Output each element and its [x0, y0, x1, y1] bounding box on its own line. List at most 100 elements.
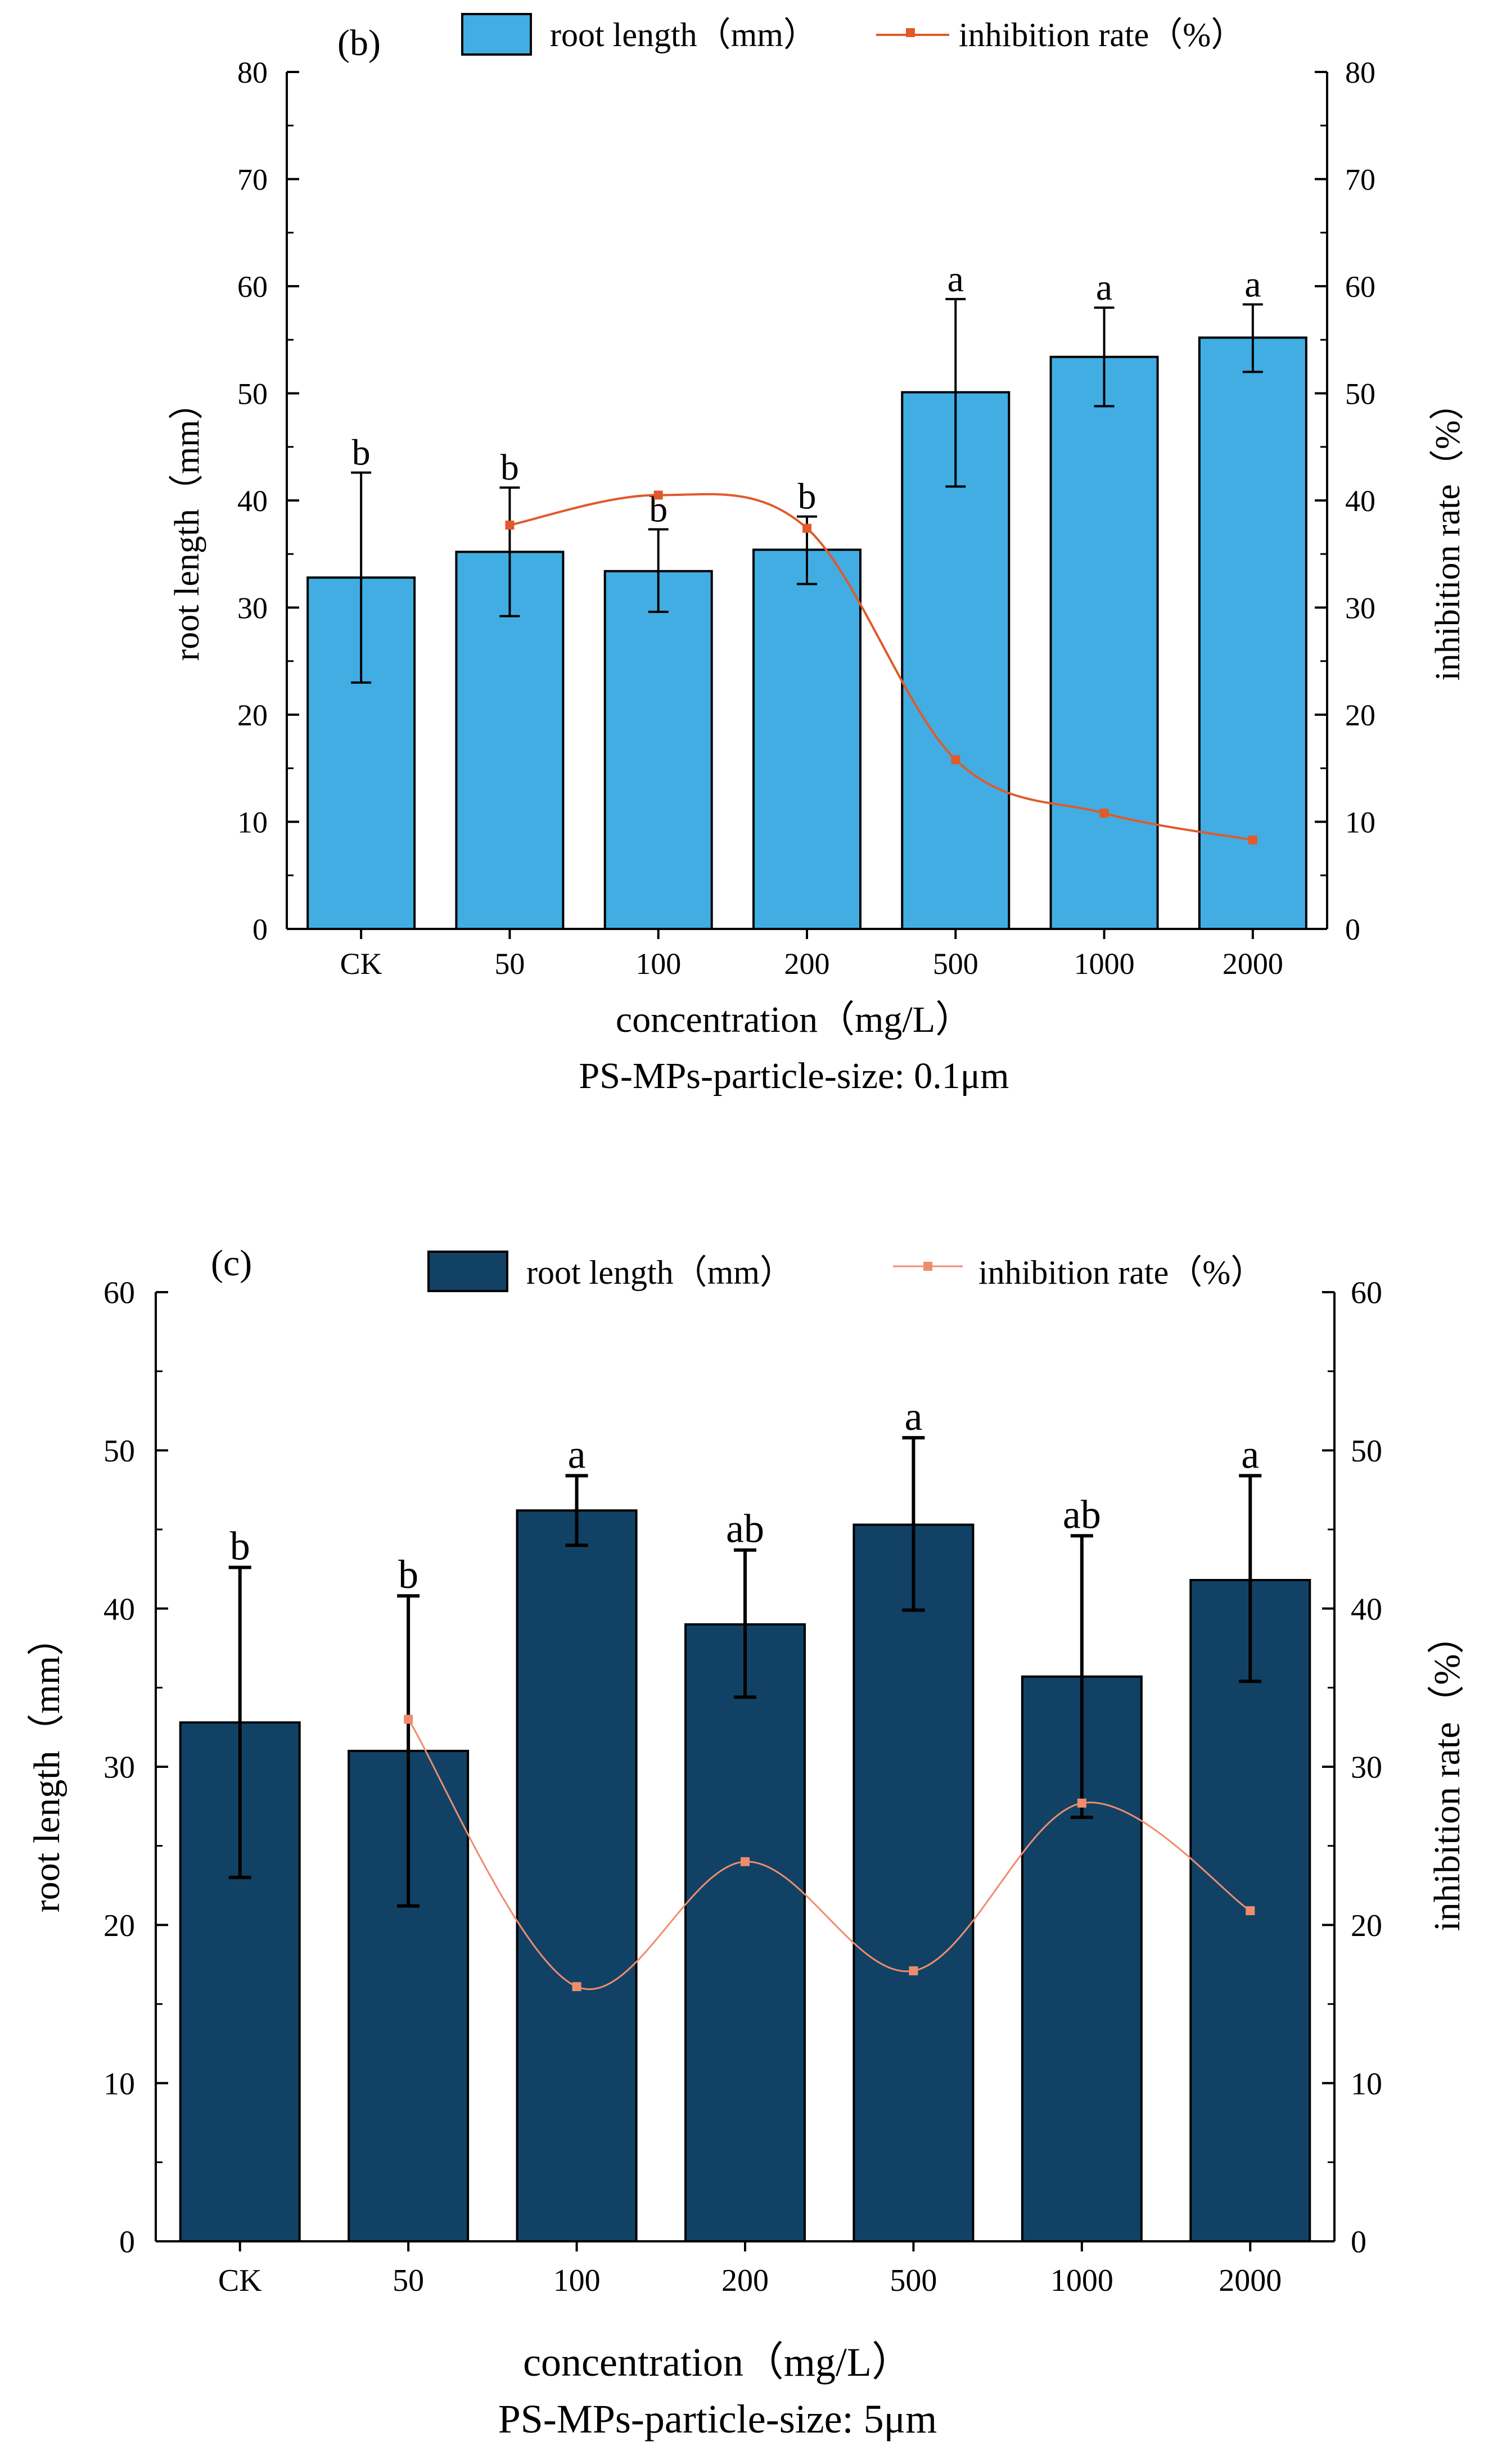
legend-line-label: inhibition rate（%）: [978, 1254, 1264, 1291]
y-tick-label-right-30: 30: [1351, 1750, 1382, 1785]
y-axis-title-left: root length（mm）: [168, 385, 206, 661]
legend-bar-swatch: [427, 1251, 508, 1292]
y-tick-label-left-60: 60: [103, 1276, 135, 1311]
bar-200: [684, 1623, 806, 2242]
x-tick-label-200: 200: [721, 2263, 769, 2298]
inhibition-rate-line: [407, 1718, 1251, 1991]
significance-label-2000: a: [1244, 264, 1261, 305]
inhibition-rate-point-100: [572, 1982, 581, 1992]
y-tick-label-left-30: 30: [237, 591, 268, 625]
inhibition-rate-line: [509, 493, 1253, 841]
x-tick-label-CK: CK: [218, 2263, 262, 2298]
legend-line-marker: [906, 28, 915, 37]
y-tick-label-right-0: 0: [1351, 2225, 1366, 2260]
panel-label: (c): [211, 1243, 252, 1284]
legend-bar-label: root length（mm）: [526, 1254, 793, 1291]
inhibition-rate-point-1000: [1077, 1798, 1086, 1808]
legend: root length（mm） inhibition rate（%）: [461, 13, 1244, 56]
inhibition-rate-point-100: [653, 490, 663, 500]
legend-bar-swatch: [461, 13, 532, 56]
y-tick-label-right-20: 20: [1345, 698, 1375, 732]
y-tick-label-left-40: 40: [103, 1592, 135, 1627]
y-tick-label-left-20: 20: [237, 698, 268, 732]
x-tick-label-2000: 2000: [1223, 947, 1283, 981]
x-tick-label-50: 50: [494, 947, 525, 981]
y-tick-label-left-20: 20: [103, 1908, 135, 1943]
inhibition-rate-point-1000: [1099, 809, 1109, 818]
y-tick-label-right-60: 60: [1351, 1276, 1382, 1311]
significance-label-CK: b: [230, 1524, 250, 1569]
y-tick-label-right-20: 20: [1351, 1908, 1382, 1943]
y-tick-label-right-50: 50: [1351, 1434, 1382, 1469]
bar-100: [516, 1509, 638, 2242]
inhibition-rate-point-2000: [1246, 1906, 1255, 1916]
x-axis-title: concentration（mg/L）: [523, 2340, 912, 2385]
x-axis-title: concentration（mg/L）: [616, 999, 972, 1040]
inhibition-rate-point-2000: [1248, 835, 1257, 845]
y-tick-label-right-50: 50: [1345, 377, 1375, 410]
x-tick-label-1000: 1000: [1074, 947, 1135, 981]
x-tick-label-500: 500: [890, 2263, 937, 2298]
y-tick-label-right-80: 80: [1345, 56, 1375, 89]
legend-line-label: inhibition rate（%）: [959, 16, 1244, 53]
x-tick-label-50: 50: [393, 2263, 424, 2298]
chart-subtitle: PS-MPs-particle-size: 0.1μm: [579, 1055, 1009, 1096]
y-axis-title-left: root length（mm）: [26, 1619, 67, 1912]
y-tick-label-left-40: 40: [237, 484, 268, 518]
bar-500: [853, 1523, 975, 2242]
y-axis-title-right: inhibition rate（%）: [1429, 385, 1467, 680]
inhibition-rate-point-500: [909, 1966, 918, 1975]
bar-200: [752, 548, 861, 930]
y-tick-label-right-0: 0: [1345, 913, 1360, 946]
y-tick-label-left-50: 50: [103, 1434, 135, 1469]
significance-label-CK: b: [352, 432, 371, 473]
y-tick-label-right-60: 60: [1345, 270, 1375, 304]
y-tick-label-right-40: 40: [1351, 1592, 1382, 1627]
y-tick-label-left-0: 0: [119, 2225, 135, 2260]
bar-100: [603, 570, 713, 930]
significance-label-50: b: [398, 1552, 418, 1597]
legend: root length（mm） inhibition rate（%）: [427, 1251, 1264, 1292]
inhibition-rate-point-50: [505, 520, 515, 530]
y-tick-label-right-30: 30: [1345, 591, 1375, 625]
x-tick-label-1000: 1000: [1050, 2263, 1113, 2298]
y-tick-label-left-70: 70: [237, 163, 268, 196]
y-tick-label-left-0: 0: [252, 913, 268, 946]
bar-2000: [1198, 336, 1307, 931]
inhibition-rate-point-500: [951, 755, 960, 765]
inhibition-rate-point-200: [802, 524, 811, 533]
inhibition-rate-point-200: [741, 1857, 750, 1866]
significance-label-500: a: [948, 259, 964, 300]
x-tick-label-200: 200: [784, 947, 830, 981]
y-tick-label-left-10: 10: [237, 805, 268, 839]
y-tick-label-left-30: 30: [103, 1750, 135, 1785]
significance-label-1000: ab: [1063, 1492, 1101, 1537]
significance-label-50: b: [500, 447, 519, 488]
legend-line-marker: [923, 1262, 932, 1271]
chart-subtitle: PS-MPs-particle-size: 5μm: [498, 2397, 937, 2442]
x-tick-label-100: 100: [635, 947, 681, 981]
y-tick-label-right-70: 70: [1345, 163, 1375, 196]
significance-label-200: b: [798, 476, 817, 517]
y-tick-label-left-60: 60: [237, 270, 268, 304]
significance-label-100: a: [568, 1432, 586, 1477]
inhibition-rate-point-50: [404, 1714, 413, 1724]
y-tick-label-right-10: 10: [1351, 2066, 1382, 2101]
y-tick-label-left-50: 50: [237, 377, 268, 410]
x-tick-label-2000: 2000: [1219, 2263, 1282, 2298]
panel-label: (b): [337, 22, 381, 64]
x-tick-label-500: 500: [933, 947, 978, 981]
bar-1000: [1049, 355, 1159, 930]
y-axis-title-right: inhibition rate（%）: [1427, 1617, 1468, 1931]
significance-label-200: ab: [726, 1506, 764, 1551]
significance-label-500: a: [904, 1394, 922, 1439]
y-tick-label-right-10: 10: [1345, 805, 1375, 839]
legend-bar-label: root length（mm）: [550, 16, 817, 53]
y-tick-label-left-10: 10: [103, 2066, 135, 2101]
significance-label-1000: a: [1096, 267, 1112, 308]
chart-panel-b: b bb ba a a 01020304050607080010203040506070…: [168, 13, 1467, 1096]
x-tick-label-CK: CK: [340, 947, 382, 981]
y-tick-label-right-40: 40: [1345, 484, 1375, 518]
x-tick-label-100: 100: [553, 2263, 601, 2298]
